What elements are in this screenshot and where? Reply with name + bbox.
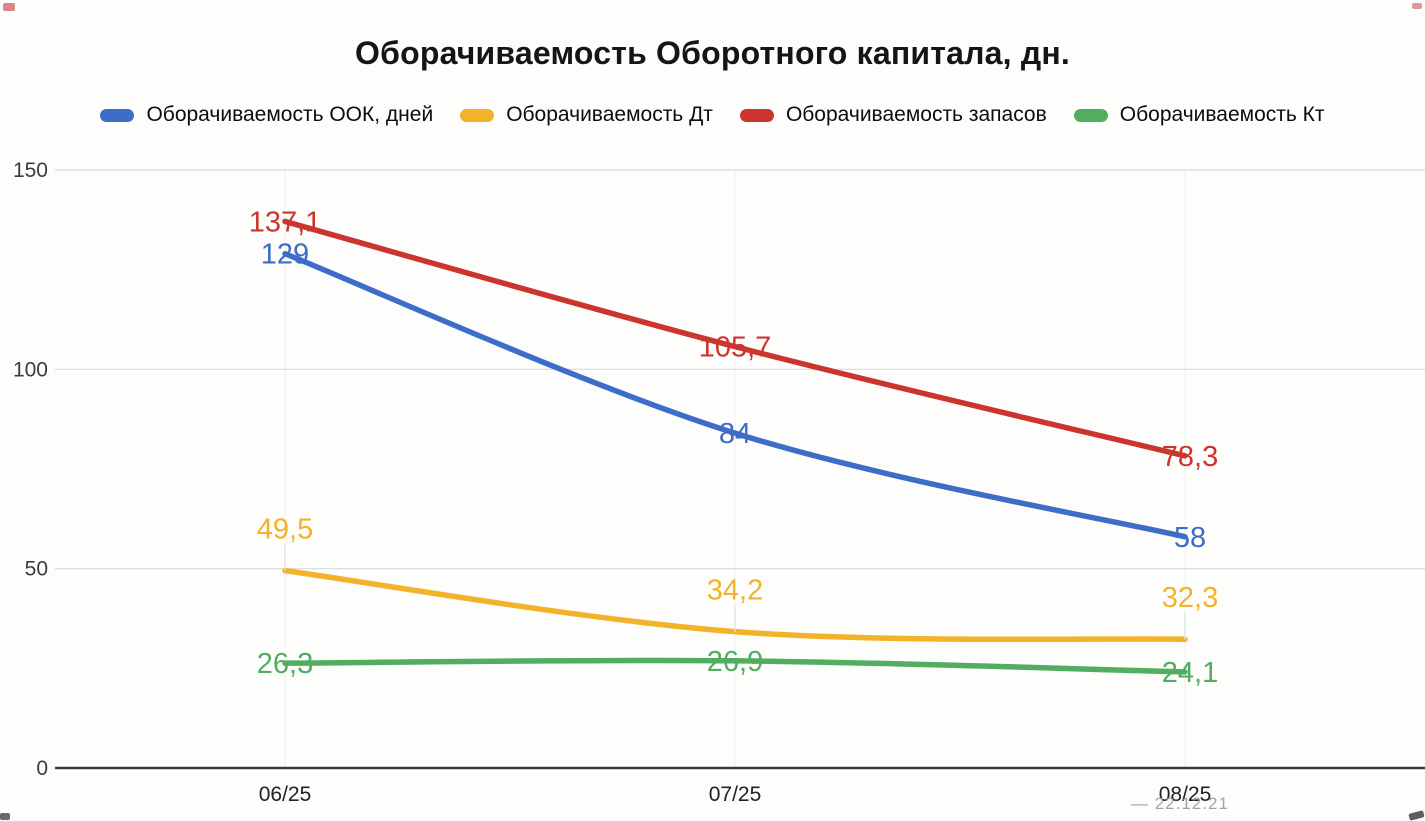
legend-swatch-0 [100, 108, 135, 122]
x-tick-label: 07/25 [709, 783, 762, 806]
data-label-series3-pt0: 26,3 [257, 648, 313, 680]
photo-artifact-bottom-left [0, 813, 10, 820]
legend-item-0: Оборачиваемость ООК, дней [100, 103, 433, 127]
data-label-series1-pt2: 32,3 [1162, 582, 1218, 614]
data-label-series0-pt1: 84 [719, 418, 751, 450]
y-tick-label: 50 [25, 558, 48, 581]
legend-label-2: Оборачиваемость запасов [785, 103, 1047, 126]
data-label-series2-pt1: 105,7 [699, 332, 772, 364]
legend: Оборачиваемость ООК, дней Оборачиваемость… [0, 98, 1425, 132]
legend-label-0: Оборачиваемость ООК, дней [146, 103, 434, 126]
legend-item-1: Оборачиваемость Дт [460, 103, 713, 127]
data-label-series2-pt2: 78,3 [1162, 441, 1218, 473]
legend-label-1: Оборачиваемость Дт [506, 103, 713, 126]
y-tick-label: 150 [13, 159, 48, 182]
legend-swatch-1 [460, 108, 495, 122]
legend-swatch-3 [1073, 108, 1108, 122]
x-tick-label: 08/25 [1159, 783, 1212, 806]
legend-item-3: Оборачиваемость Кт [1073, 103, 1325, 127]
y-tick-label: 0 [36, 757, 48, 780]
legend-swatch-2 [739, 108, 774, 122]
photo-artifact-top-right [1412, 3, 1422, 9]
x-tick-label: 06/25 [259, 783, 312, 806]
photo-artifact-top-left [3, 3, 15, 11]
chart-title: Оборачиваемость Оборотного капитала, дн. [355, 35, 1070, 71]
data-label-series0-pt0: 129 [261, 239, 309, 271]
series-line-0 [282, 250, 1188, 540]
data-label-series1-pt1: 34,2 [707, 575, 763, 607]
data-label-series0-pt2: 58 [1174, 522, 1206, 554]
data-label-series1-pt0: 49,5 [257, 514, 313, 546]
series-line-2 [282, 218, 1188, 459]
y-tick-label: 100 [13, 358, 48, 381]
data-label-series2-pt0: 137,1 [249, 206, 322, 238]
data-label-series3-pt1: 26,9 [707, 646, 763, 678]
data-label-series3-pt2: 24,1 [1162, 657, 1218, 689]
watermark-date: — 22.12.21 [1131, 794, 1229, 813]
legend-item-2: Оборачиваемость запасов [739, 103, 1047, 127]
legend-label-3: Оборачиваемость Кт [1119, 103, 1325, 126]
series-line-3 [282, 657, 1188, 675]
